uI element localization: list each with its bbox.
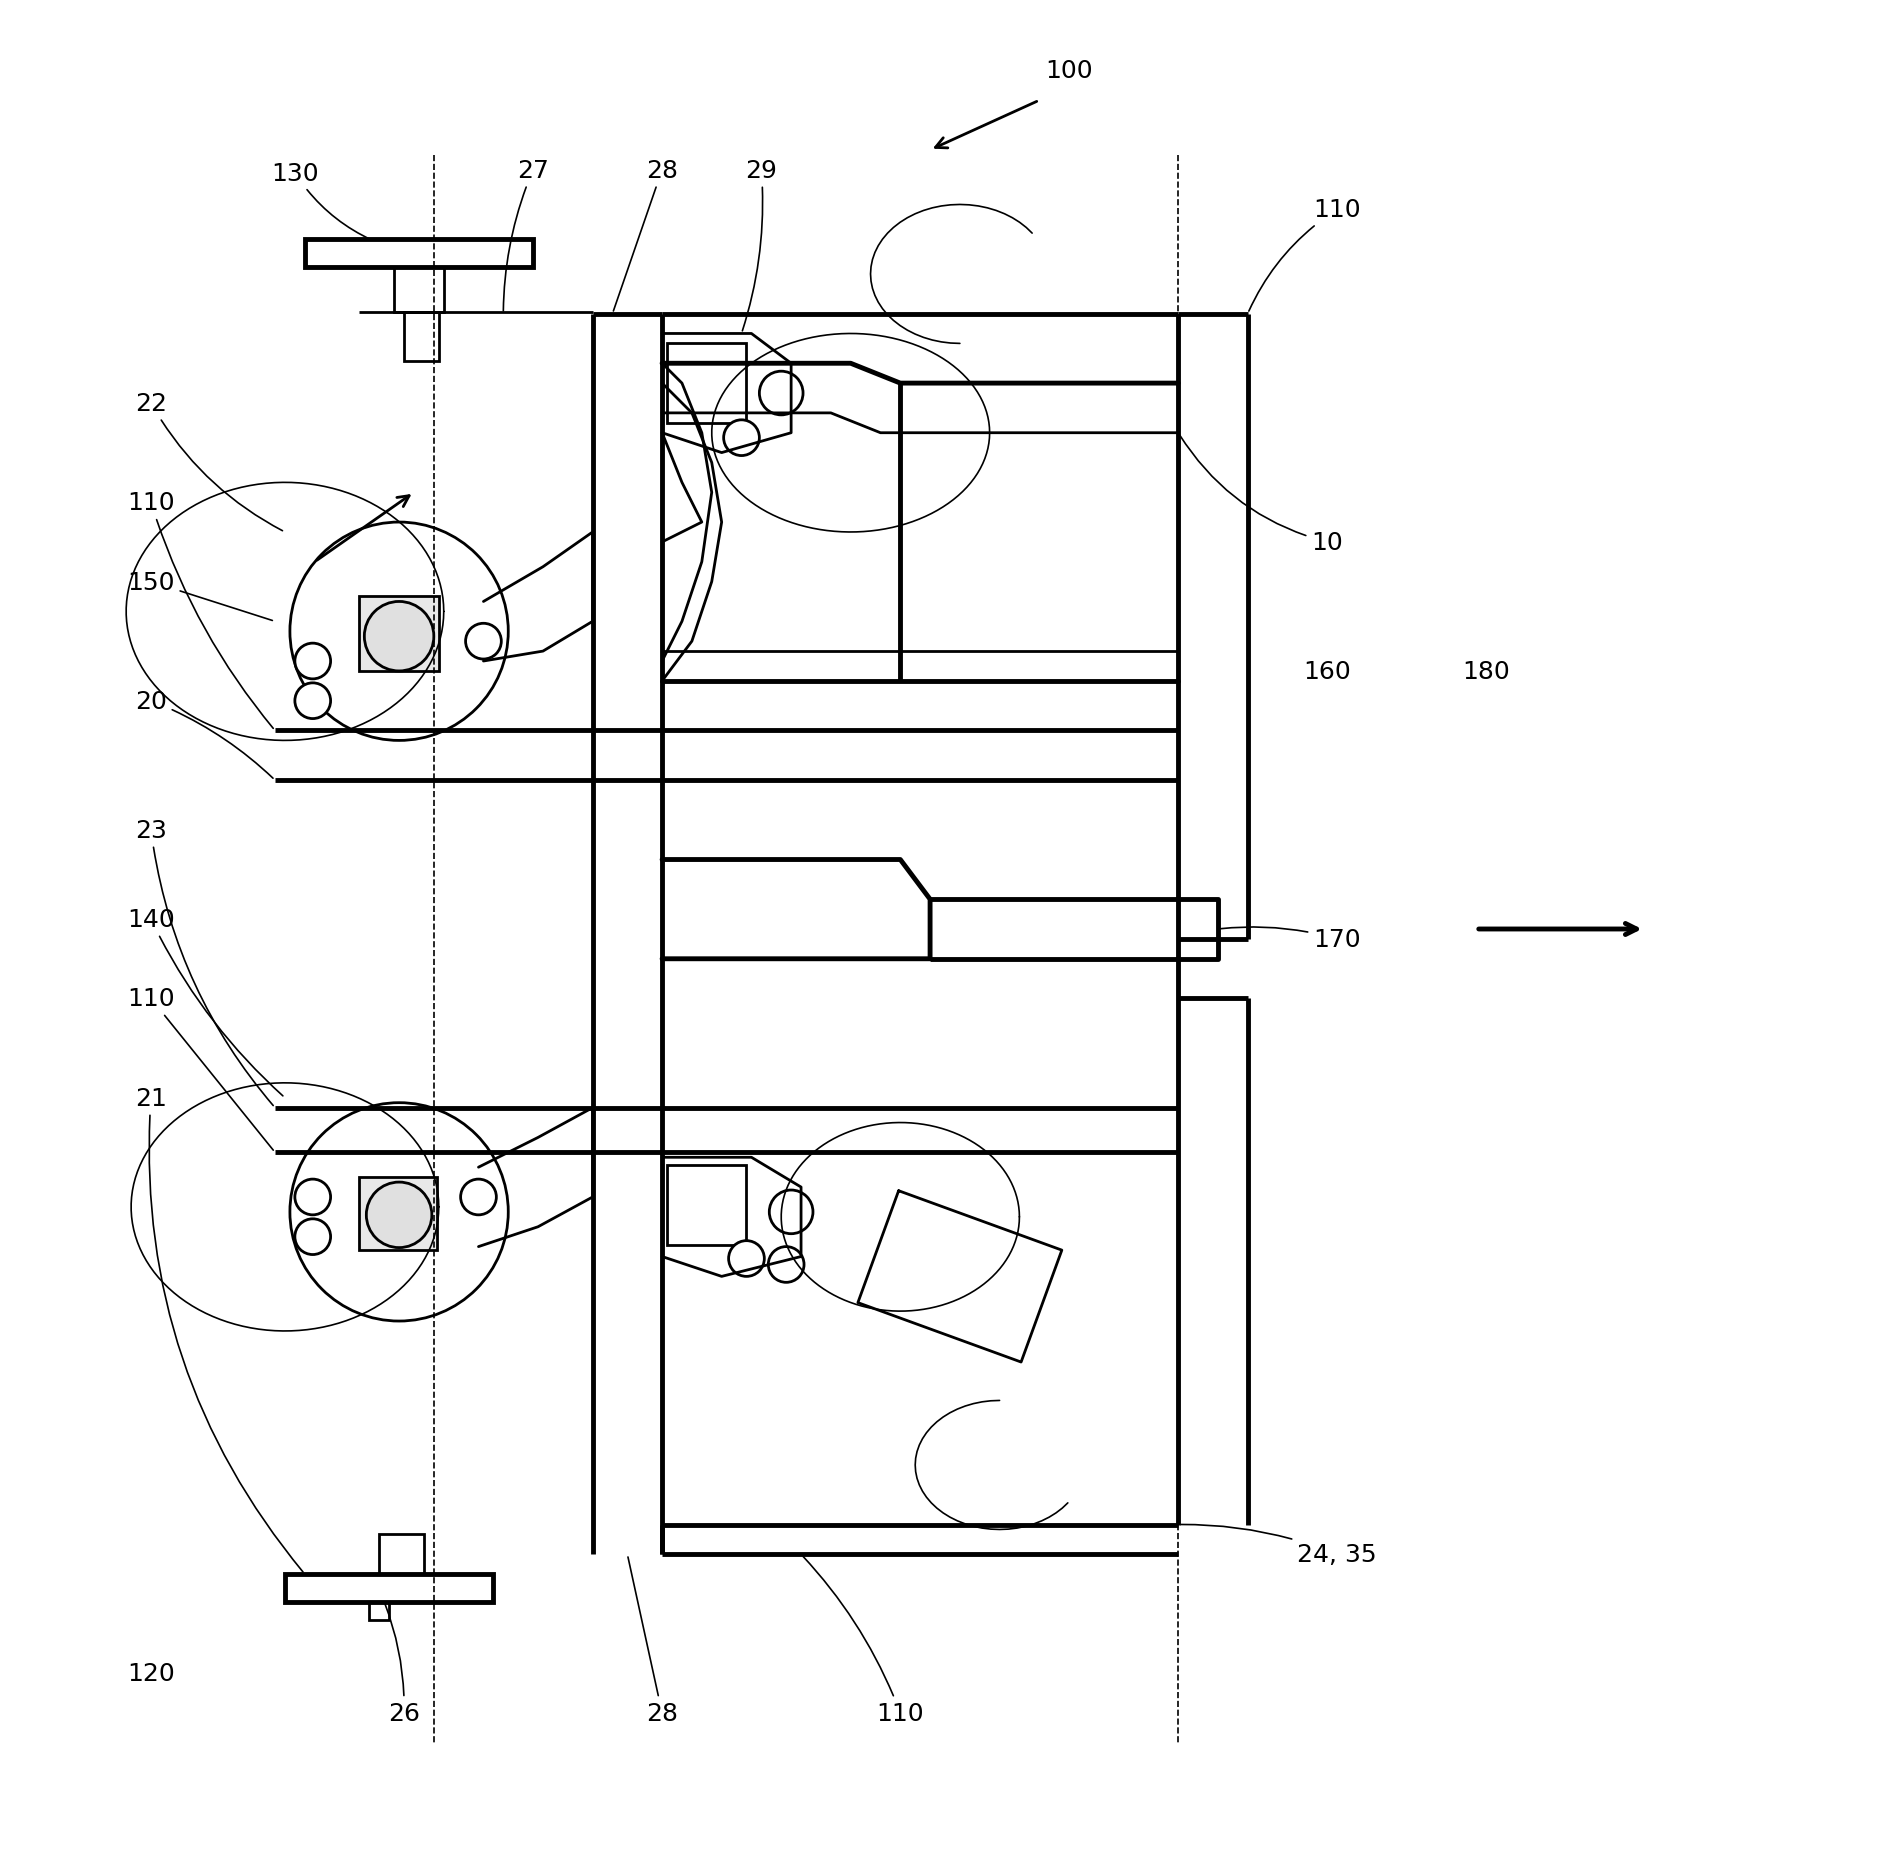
Circle shape (728, 1240, 764, 1278)
Circle shape (290, 524, 508, 741)
Circle shape (465, 624, 501, 659)
Text: 23: 23 (136, 819, 273, 1107)
Circle shape (363, 602, 433, 672)
Text: 100: 100 (1045, 59, 1092, 84)
Text: 110: 110 (128, 986, 273, 1151)
Text: 110: 110 (802, 1556, 924, 1725)
Circle shape (295, 1220, 331, 1255)
Text: 28: 28 (627, 1558, 678, 1725)
Text: 120: 120 (126, 1662, 175, 1686)
Circle shape (770, 1190, 813, 1235)
Text: 140: 140 (126, 908, 282, 1096)
Text: 20: 20 (136, 689, 273, 778)
Text: 110: 110 (128, 490, 273, 730)
Circle shape (461, 1179, 497, 1214)
Bar (666, 1166, 745, 1244)
Bar (359, 598, 439, 672)
Text: 130: 130 (271, 162, 371, 241)
Bar (284, 1575, 493, 1603)
Text: 170: 170 (1220, 927, 1361, 951)
Text: 180: 180 (1460, 659, 1509, 683)
Text: 26: 26 (386, 1604, 420, 1725)
Circle shape (295, 1179, 331, 1214)
Bar (369, 1603, 390, 1619)
Text: 160: 160 (1302, 659, 1349, 683)
Text: 110: 110 (1248, 199, 1361, 312)
Bar (359, 1177, 437, 1250)
Text: 10: 10 (1178, 436, 1342, 555)
Circle shape (723, 420, 758, 457)
Text: 150: 150 (128, 570, 273, 620)
Circle shape (295, 644, 331, 680)
Circle shape (290, 1103, 508, 1322)
Bar (393, 267, 444, 312)
Circle shape (758, 371, 802, 416)
Bar (405, 312, 439, 362)
Text: 28: 28 (614, 158, 678, 312)
Text: 24, 35: 24, 35 (1180, 1525, 1376, 1567)
Text: 21: 21 (136, 1086, 303, 1573)
Circle shape (295, 683, 331, 719)
Text: 22: 22 (136, 392, 282, 531)
Bar (378, 1534, 423, 1575)
Text: 29: 29 (742, 158, 777, 332)
Circle shape (768, 1246, 804, 1283)
Bar (666, 344, 745, 423)
Circle shape (367, 1183, 431, 1248)
Bar (305, 240, 533, 267)
Text: 27: 27 (502, 158, 550, 312)
